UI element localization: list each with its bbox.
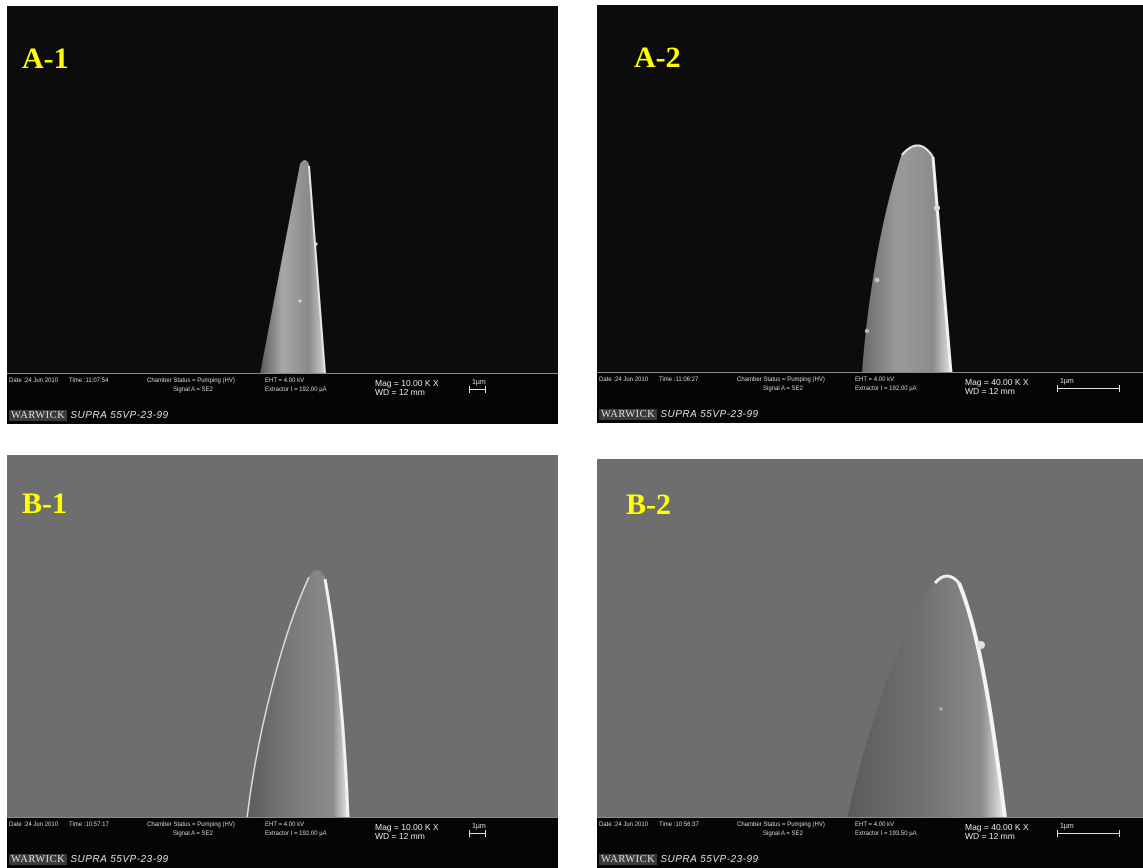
sem-data-bar: Date :24 Jun 2010 Time :10:56:37 Chamber… bbox=[597, 817, 1143, 868]
model-text: SUPRA 55VP-23-99 bbox=[660, 409, 759, 420]
time-text: Time :11:06:27 bbox=[659, 377, 699, 383]
chamber-status-text: Chamber Status = Pumping (HV) bbox=[737, 377, 825, 383]
institution-text: WARWICK bbox=[9, 854, 68, 865]
sem-image-tip-b1 bbox=[7, 455, 558, 818]
extractor-text: Extractor I = 192.00 µA bbox=[265, 831, 327, 837]
model-text: SUPRA 55VP-23-99 bbox=[660, 854, 759, 865]
microscope-logo: WARWICK SUPRA 55VP-23-99 bbox=[9, 854, 169, 865]
microscope-logo: WARWICK SUPRA 55VP-23-99 bbox=[599, 854, 759, 865]
signal-text: Signal A = SE2 bbox=[763, 831, 803, 837]
sem-image-tip-b2 bbox=[597, 459, 1143, 818]
model-text: SUPRA 55VP-23-99 bbox=[70, 410, 169, 421]
eht-text: EHT = 4.00 kV bbox=[855, 377, 895, 383]
scale-label: 1µm bbox=[1060, 378, 1074, 385]
sem-data-bar: Date :24 Jun 2010 Time :11:06:27 Chamber… bbox=[597, 372, 1143, 423]
wd-text: WD = 12 mm bbox=[965, 831, 1015, 841]
panel-label: B-2 bbox=[626, 488, 671, 521]
scale-label: 1µm bbox=[472, 379, 486, 386]
date-text: Date :24 Jun 2010 bbox=[599, 377, 649, 383]
extractor-text: Extractor I = 192.00 µA bbox=[855, 386, 917, 392]
sem-image-tip-a2 bbox=[597, 5, 1143, 373]
eht-text: EHT = 4.00 kV bbox=[855, 822, 895, 828]
panel-label: A-2 bbox=[634, 41, 681, 74]
institution-text: WARWICK bbox=[599, 854, 658, 865]
institution-text: WARWICK bbox=[9, 410, 68, 421]
chamber-status-text: Chamber Status = Pumping (HV) bbox=[737, 822, 825, 828]
sem-panel-a1: A-1 Date :24 Jun 2010 Time :11:07:54 Cha… bbox=[7, 6, 558, 424]
wd-text: WD = 12 mm bbox=[375, 387, 425, 397]
scale-label: 1µm bbox=[1060, 823, 1074, 830]
sem-data-bar: Date :24 Jun 2010 Time :11:07:54 Chamber… bbox=[7, 373, 558, 424]
microscope-logo: WARWICK SUPRA 55VP-23-99 bbox=[9, 410, 169, 421]
scale-label: 1µm bbox=[472, 823, 486, 830]
chamber-status-text: Chamber Status = Pumping (HV) bbox=[147, 822, 235, 828]
sem-panel-a2: A-2 Date :24 Jun 2010 Time :11:06:27 Cha… bbox=[597, 5, 1143, 423]
signal-text: Signal A = SE2 bbox=[763, 386, 803, 392]
mag-text: Mag = 10.00 K X bbox=[375, 378, 439, 388]
chamber-status-text: Chamber Status = Pumping (HV) bbox=[147, 378, 235, 384]
time-text: Time :10:56:37 bbox=[659, 822, 699, 828]
signal-text: Signal A = SE2 bbox=[173, 387, 213, 393]
wd-text: WD = 12 mm bbox=[375, 831, 425, 841]
eht-text: EHT = 4.00 kV bbox=[265, 378, 305, 384]
microscope-logo: WARWICK SUPRA 55VP-23-99 bbox=[599, 409, 759, 420]
sem-data-bar: Date :24 Jun 2010 Time :10:57:17 Chamber… bbox=[7, 817, 558, 868]
mag-text: Mag = 40.00 K X bbox=[965, 377, 1029, 387]
time-text: Time :10:57:17 bbox=[69, 822, 109, 828]
extractor-text: Extractor I = 193.50 µA bbox=[855, 831, 917, 837]
extractor-text: Extractor I = 192.00 µA bbox=[265, 387, 327, 393]
time-text: Time :11:07:54 bbox=[69, 378, 109, 384]
sem-panel-b1: B-1 Date :24 Jun 2010 Time :10:57:17 Cha… bbox=[7, 455, 558, 868]
sem-panel-b2: B-2 Date :24 Jun 2010 Time :10:56:37 Cha… bbox=[597, 459, 1143, 868]
panel-label: A-1 bbox=[22, 42, 69, 75]
signal-text: Signal A = SE2 bbox=[173, 831, 213, 837]
date-text: Date :24 Jun 2010 bbox=[599, 822, 649, 828]
mag-text: Mag = 10.00 K X bbox=[375, 822, 439, 832]
sem-image-tip-a1 bbox=[7, 6, 558, 374]
mag-text: Mag = 40.00 K X bbox=[965, 822, 1029, 832]
panel-label: B-1 bbox=[22, 487, 67, 520]
eht-text: EHT = 4.00 kV bbox=[265, 822, 305, 828]
date-text: Date :24 Jun 2010 bbox=[9, 822, 59, 828]
institution-text: WARWICK bbox=[599, 409, 658, 420]
wd-text: WD = 12 mm bbox=[965, 386, 1015, 396]
date-text: Date :24 Jun 2010 bbox=[9, 378, 59, 384]
model-text: SUPRA 55VP-23-99 bbox=[70, 854, 169, 865]
